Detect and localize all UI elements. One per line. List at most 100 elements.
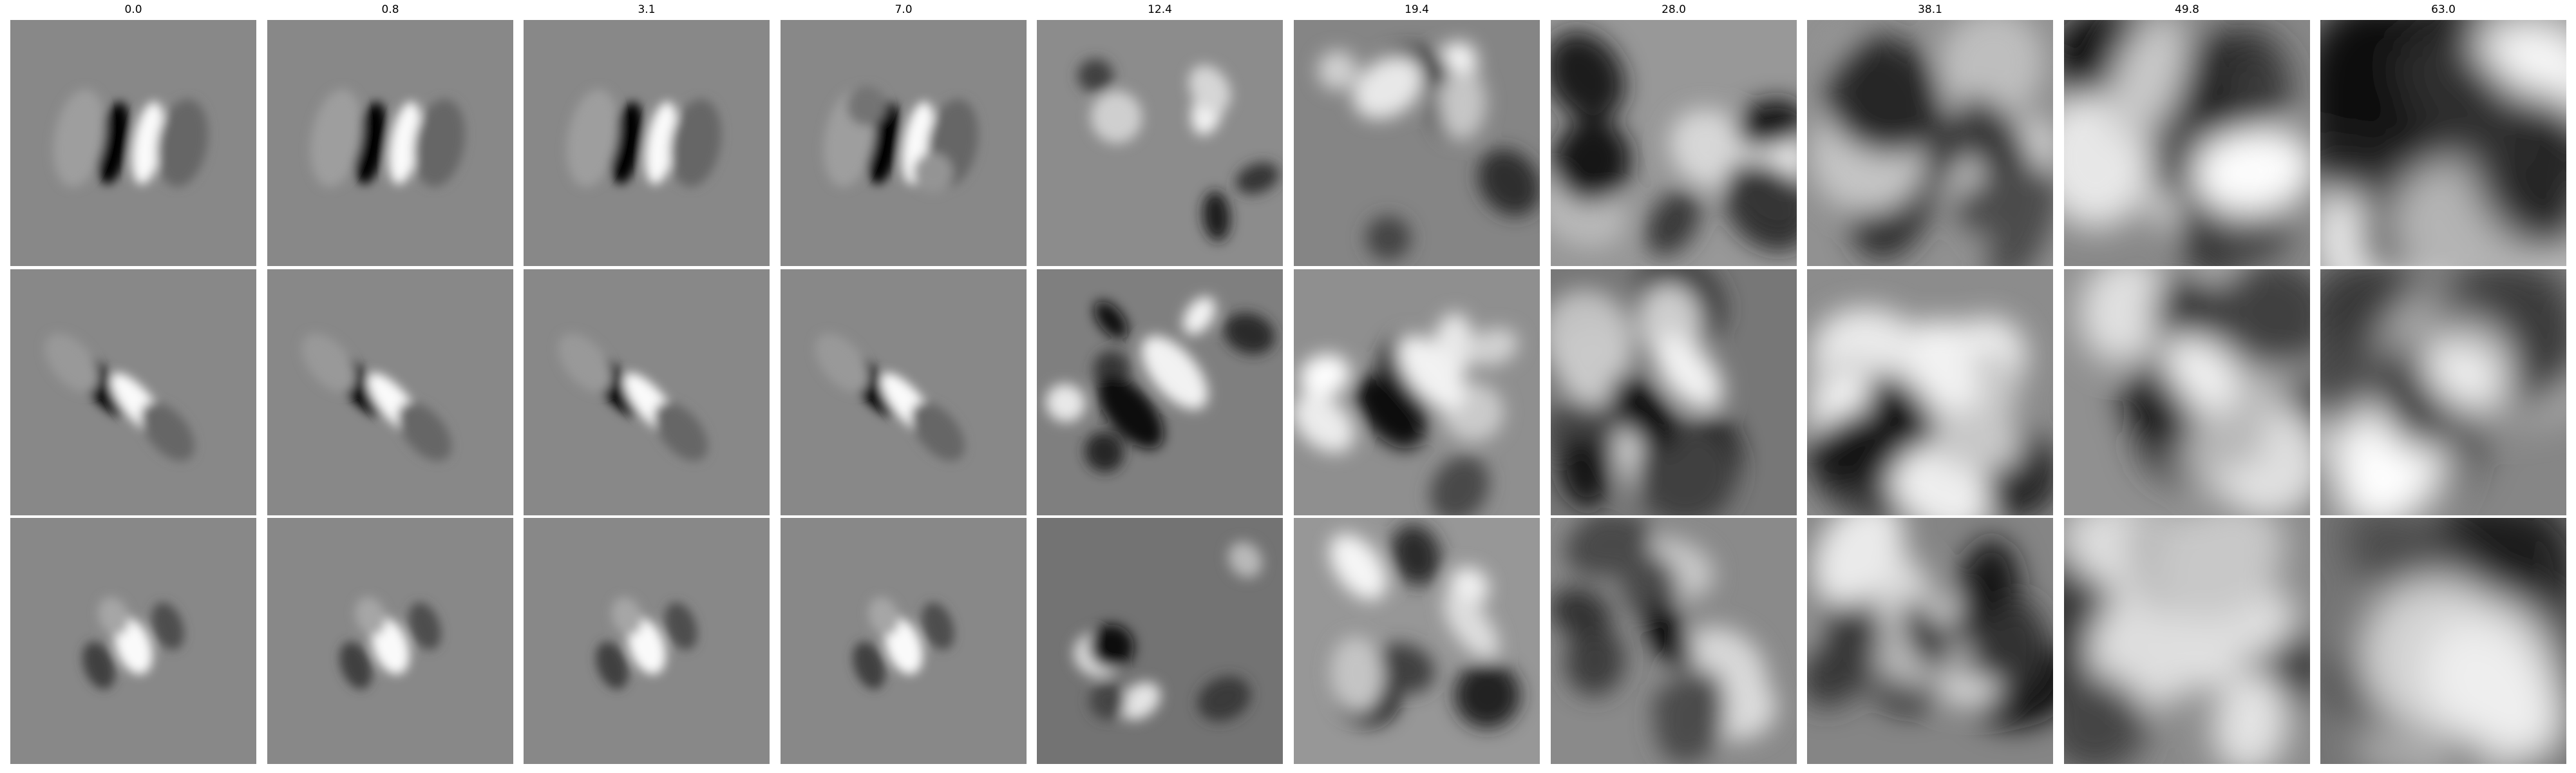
filter-image xyxy=(524,518,770,764)
column-title: 12.4 xyxy=(1148,3,1172,16)
filter-blob xyxy=(355,596,386,636)
filter-blob xyxy=(2212,671,2289,764)
filter-blob xyxy=(1565,625,1625,696)
filter-image-tile xyxy=(2320,269,2566,515)
filter-blob xyxy=(611,101,643,185)
filter-image-tile xyxy=(781,518,1027,764)
filter-blob xyxy=(1228,542,1262,578)
filter-blob xyxy=(310,89,362,187)
filter-blob xyxy=(911,402,965,461)
filter-blob xyxy=(1443,592,1499,660)
filter-blob xyxy=(2155,518,2285,621)
filter-blob xyxy=(1077,59,1113,93)
filter-image-tile xyxy=(2064,20,2310,266)
filter-blob xyxy=(2213,269,2310,370)
filter-image xyxy=(781,518,1027,764)
filter-blob xyxy=(2320,20,2423,142)
filter-image xyxy=(1807,269,2053,515)
filter-blob xyxy=(670,99,721,187)
filter-blob xyxy=(1352,56,1424,119)
filter-blob xyxy=(1390,524,1441,586)
filter-blob xyxy=(1987,167,2053,266)
filter-blob xyxy=(2222,44,2292,125)
filter-blob xyxy=(2422,334,2494,412)
filter-blob xyxy=(2378,373,2450,451)
filter-blob xyxy=(339,642,372,689)
filter-blob xyxy=(913,153,953,193)
filter-blob xyxy=(1669,109,1751,189)
filter-image-tile xyxy=(2320,518,2566,764)
filter-blob xyxy=(44,333,99,392)
filter-blob xyxy=(1183,296,1216,335)
tile-background xyxy=(1037,20,1283,266)
column-title: 28.0 xyxy=(1662,3,1686,16)
filter-blob xyxy=(1084,432,1124,472)
filter-image xyxy=(10,518,256,764)
filter-blob xyxy=(567,89,618,187)
filter-image-tile xyxy=(1037,20,1283,266)
filter-image-tile xyxy=(10,518,256,764)
column-title: 49.8 xyxy=(2175,3,2199,16)
filter-blob xyxy=(1939,20,2044,121)
filter-image-tile xyxy=(1807,269,2053,515)
filter-blob xyxy=(1553,119,1631,203)
filter-image xyxy=(781,20,1027,266)
filter-blob xyxy=(2193,128,2310,215)
column-title: 0.0 xyxy=(124,3,142,16)
filter-image-tile xyxy=(1294,20,1540,266)
filter-blob xyxy=(1866,374,1936,450)
filter-image-tile xyxy=(1551,269,1797,515)
filter-blob xyxy=(156,99,208,187)
filter-blob xyxy=(645,101,678,185)
filter-image-tile xyxy=(1807,20,2053,266)
filter-image-tile xyxy=(10,20,256,266)
filter-blob xyxy=(151,602,184,650)
filter-image xyxy=(1294,269,1540,515)
filter-blob xyxy=(922,602,954,650)
filter-image xyxy=(1037,269,1283,515)
filter-image xyxy=(2064,518,2310,764)
filter-image-tile xyxy=(524,518,770,764)
filter-image xyxy=(2064,269,2310,515)
filter-blob xyxy=(140,402,195,461)
filter-blob xyxy=(1300,354,1350,397)
filter-blob xyxy=(1985,600,2047,696)
filter-blob xyxy=(1812,518,1904,606)
filter-blob xyxy=(1119,682,1160,720)
column-title: 3.1 xyxy=(638,3,656,16)
filter-blob xyxy=(1197,676,1251,721)
filter-blob xyxy=(1829,35,1941,155)
column-title: 63.0 xyxy=(2431,3,2456,16)
filter-image-tile xyxy=(267,20,513,266)
filter-image xyxy=(1294,518,1540,764)
column-title: 19.4 xyxy=(1405,3,1429,16)
filter-blob xyxy=(853,642,886,689)
filter-image-tile xyxy=(1037,269,1283,515)
filter-blob xyxy=(1329,533,1387,600)
filter-blob xyxy=(1956,96,2032,190)
filter-image-tile xyxy=(1551,518,1797,764)
filter-image-tile xyxy=(1037,518,1283,764)
filter-image xyxy=(1807,518,2053,764)
filter-blob xyxy=(1477,149,1540,216)
filter-blob xyxy=(408,602,441,650)
filter-blob xyxy=(2107,20,2188,140)
filter-blob xyxy=(654,402,708,461)
filter-image xyxy=(10,269,256,515)
filter-blob xyxy=(2079,269,2170,363)
filter-image xyxy=(2064,20,2310,266)
filter-blob xyxy=(2396,32,2530,171)
filter-image xyxy=(1551,20,1797,266)
filter-image xyxy=(2320,518,2566,764)
filter-blob xyxy=(354,101,387,185)
filter-blob xyxy=(1365,216,1411,261)
filter-blob xyxy=(1353,374,1421,450)
filter-image xyxy=(1807,20,2053,266)
column-title: 0.8 xyxy=(381,3,399,16)
filter-image xyxy=(1037,20,1283,266)
filter-blob xyxy=(596,642,629,689)
filter-blob xyxy=(1094,301,1128,339)
filter-blob xyxy=(815,333,869,392)
filter-blob xyxy=(1141,336,1208,410)
filter-blob xyxy=(1573,518,1640,577)
